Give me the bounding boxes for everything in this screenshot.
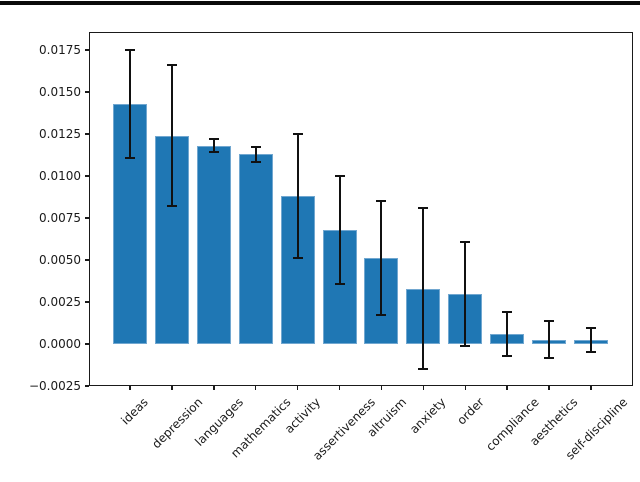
error-bar-line [422,207,425,370]
error-bar-cap [250,145,261,148]
x-axis-tick [338,386,341,390]
error-bar-line [212,139,215,153]
error-bar-cap [292,257,303,260]
y-axis-tick [85,385,89,387]
x-axis-tick [464,386,467,390]
y-axis-tick [85,343,89,345]
x-axis-tick [254,386,257,390]
y-tick-label: 0.0050 [39,252,81,267]
error-bar-cap [544,320,555,323]
error-bar-cap [418,206,429,209]
x-tick-label: order [453,395,487,428]
y-axis-tick [85,91,89,93]
y-tick-label: 0.0125 [39,126,81,141]
y-axis-tick [85,175,89,177]
top-border-rule [0,1,640,5]
bar-mathematics [238,154,273,344]
y-axis-tick [85,133,89,135]
error-bar-cap [418,368,429,371]
error-bar-cap [166,64,177,67]
error-bar-line [506,312,509,356]
error-bar-cap [586,327,596,330]
y-axis-tick [85,49,89,51]
y-axis-tick [85,217,89,219]
x-axis-tick [548,386,550,390]
y-tick-label: 0.0100 [39,168,81,183]
error-bar-cap [502,311,513,314]
error-bar-line [464,241,467,346]
x-axis-tick [422,386,425,390]
bar-languages [196,145,231,344]
y-tick-label: 0.0000 [39,336,81,351]
error-bar-line [170,65,173,207]
x-axis-tick [590,386,592,390]
error-bar-cap [334,174,345,177]
error-bar-cap [460,344,471,347]
y-tick-label: 0.0150 [39,84,81,99]
y-tick-label: 0.0025 [39,294,81,309]
error-bar-cap [502,354,513,357]
x-axis-tick [129,386,131,390]
error-bar-cap [460,240,471,243]
error-bar-cap [208,138,219,141]
error-bar-cap [334,282,345,285]
error-bar-cap [376,200,387,203]
error-bar-line [296,133,299,259]
error-bar-cap [125,156,135,159]
error-bar-cap [292,132,303,135]
y-tick-label: 0.0175 [39,42,81,57]
bar-activity [280,196,315,344]
x-tick-label: anxiety [407,395,449,437]
error-bar-cap [125,48,135,51]
error-bar-line [338,175,341,284]
x-axis-tick [213,386,215,390]
error-bar-cap [586,350,596,353]
error-bar-line [129,49,131,158]
error-bar-cap [544,357,555,360]
x-axis-tick [506,386,508,390]
x-tick-label: ideas [118,395,152,428]
x-axis-tick [296,386,299,390]
error-bar-line [380,201,383,316]
y-axis-tick [85,259,89,261]
y-tick-label: 0.0075 [39,210,81,225]
error-bar-line [254,146,257,162]
bar-assertiveness [322,229,357,344]
error-bar-cap [250,160,261,163]
x-axis-tick [380,386,383,390]
error-bar-cap [376,314,387,317]
error-bar-cap [166,205,177,208]
error-bar-line [590,328,592,352]
error-bar-line [548,321,551,359]
x-axis-tick [171,386,173,390]
y-axis-tick [85,301,89,303]
y-tick-label: −0.0025 [28,379,81,393]
error-bar-cap [208,151,219,154]
